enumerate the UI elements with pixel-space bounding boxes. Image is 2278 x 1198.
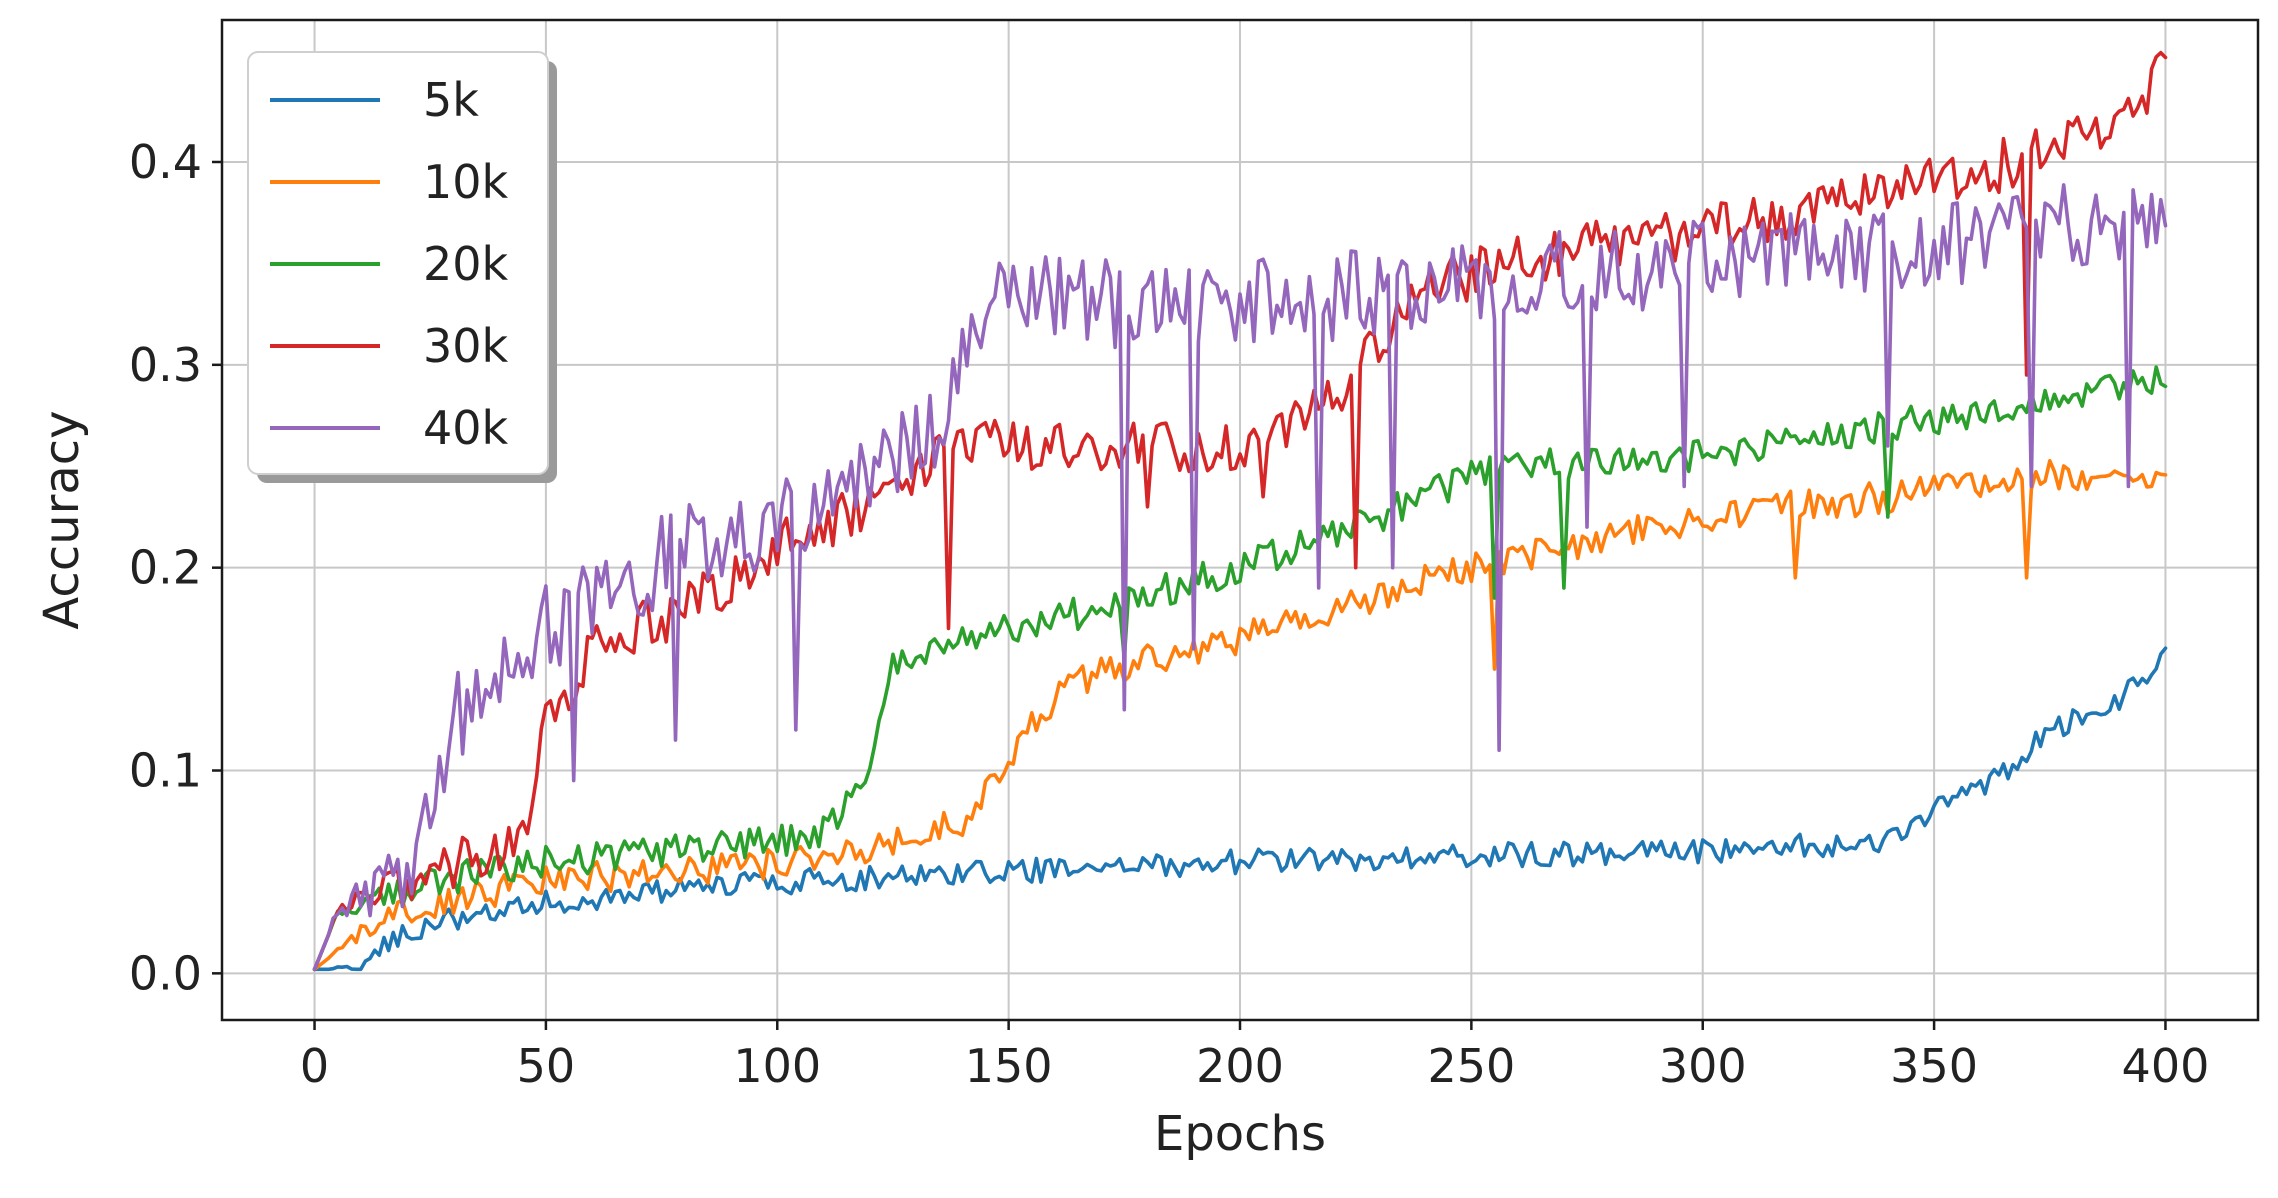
x-tick-label: 50 [517,1039,576,1093]
x-tick-label: 250 [1427,1039,1515,1093]
legend-box [247,51,549,475]
y-tick-label: 0.4 [129,135,202,189]
y-axis-label: Accuracy [34,410,90,629]
y-tick-label: 0.0 [129,946,202,1000]
series-line-10k [312,459,2168,972]
x-axis-label: Epochs [1154,1106,1326,1162]
y-tick-label: 0.2 [129,541,202,595]
series-line-5k [312,646,2168,972]
legend-label-10k: 10k [423,155,509,209]
x-tick-label: 300 [1659,1039,1747,1093]
series-line-40k [312,183,2168,972]
y-tick-label: 0.1 [129,744,202,798]
y-axis-ticks: 0.0 0.1 0.2 0.3 0.4 [129,135,222,1000]
x-tick-label: 100 [733,1039,821,1093]
legend-label-30k: 30k [423,319,509,373]
x-tick-label: 400 [2122,1039,2210,1093]
series-line-20k [312,365,2168,972]
y-tick-label: 0.3 [129,338,202,392]
legend-label-5k: 5k [423,73,479,127]
x-tick-label: 200 [1196,1039,1284,1093]
legend-label-20k: 20k [423,237,509,291]
x-tick-label: 0 [300,1039,329,1093]
x-tick-label: 150 [965,1039,1053,1093]
x-tick-label: 350 [1890,1039,1978,1093]
series-lines [312,50,2168,972]
legend: 5k 10k 20k 30k 40k [247,51,557,483]
legend-label-40k: 40k [423,401,509,455]
x-axis-ticks: 0 50 100 150 200 250 300 350 400 [300,1020,2209,1093]
series-line-30k [312,50,2168,972]
